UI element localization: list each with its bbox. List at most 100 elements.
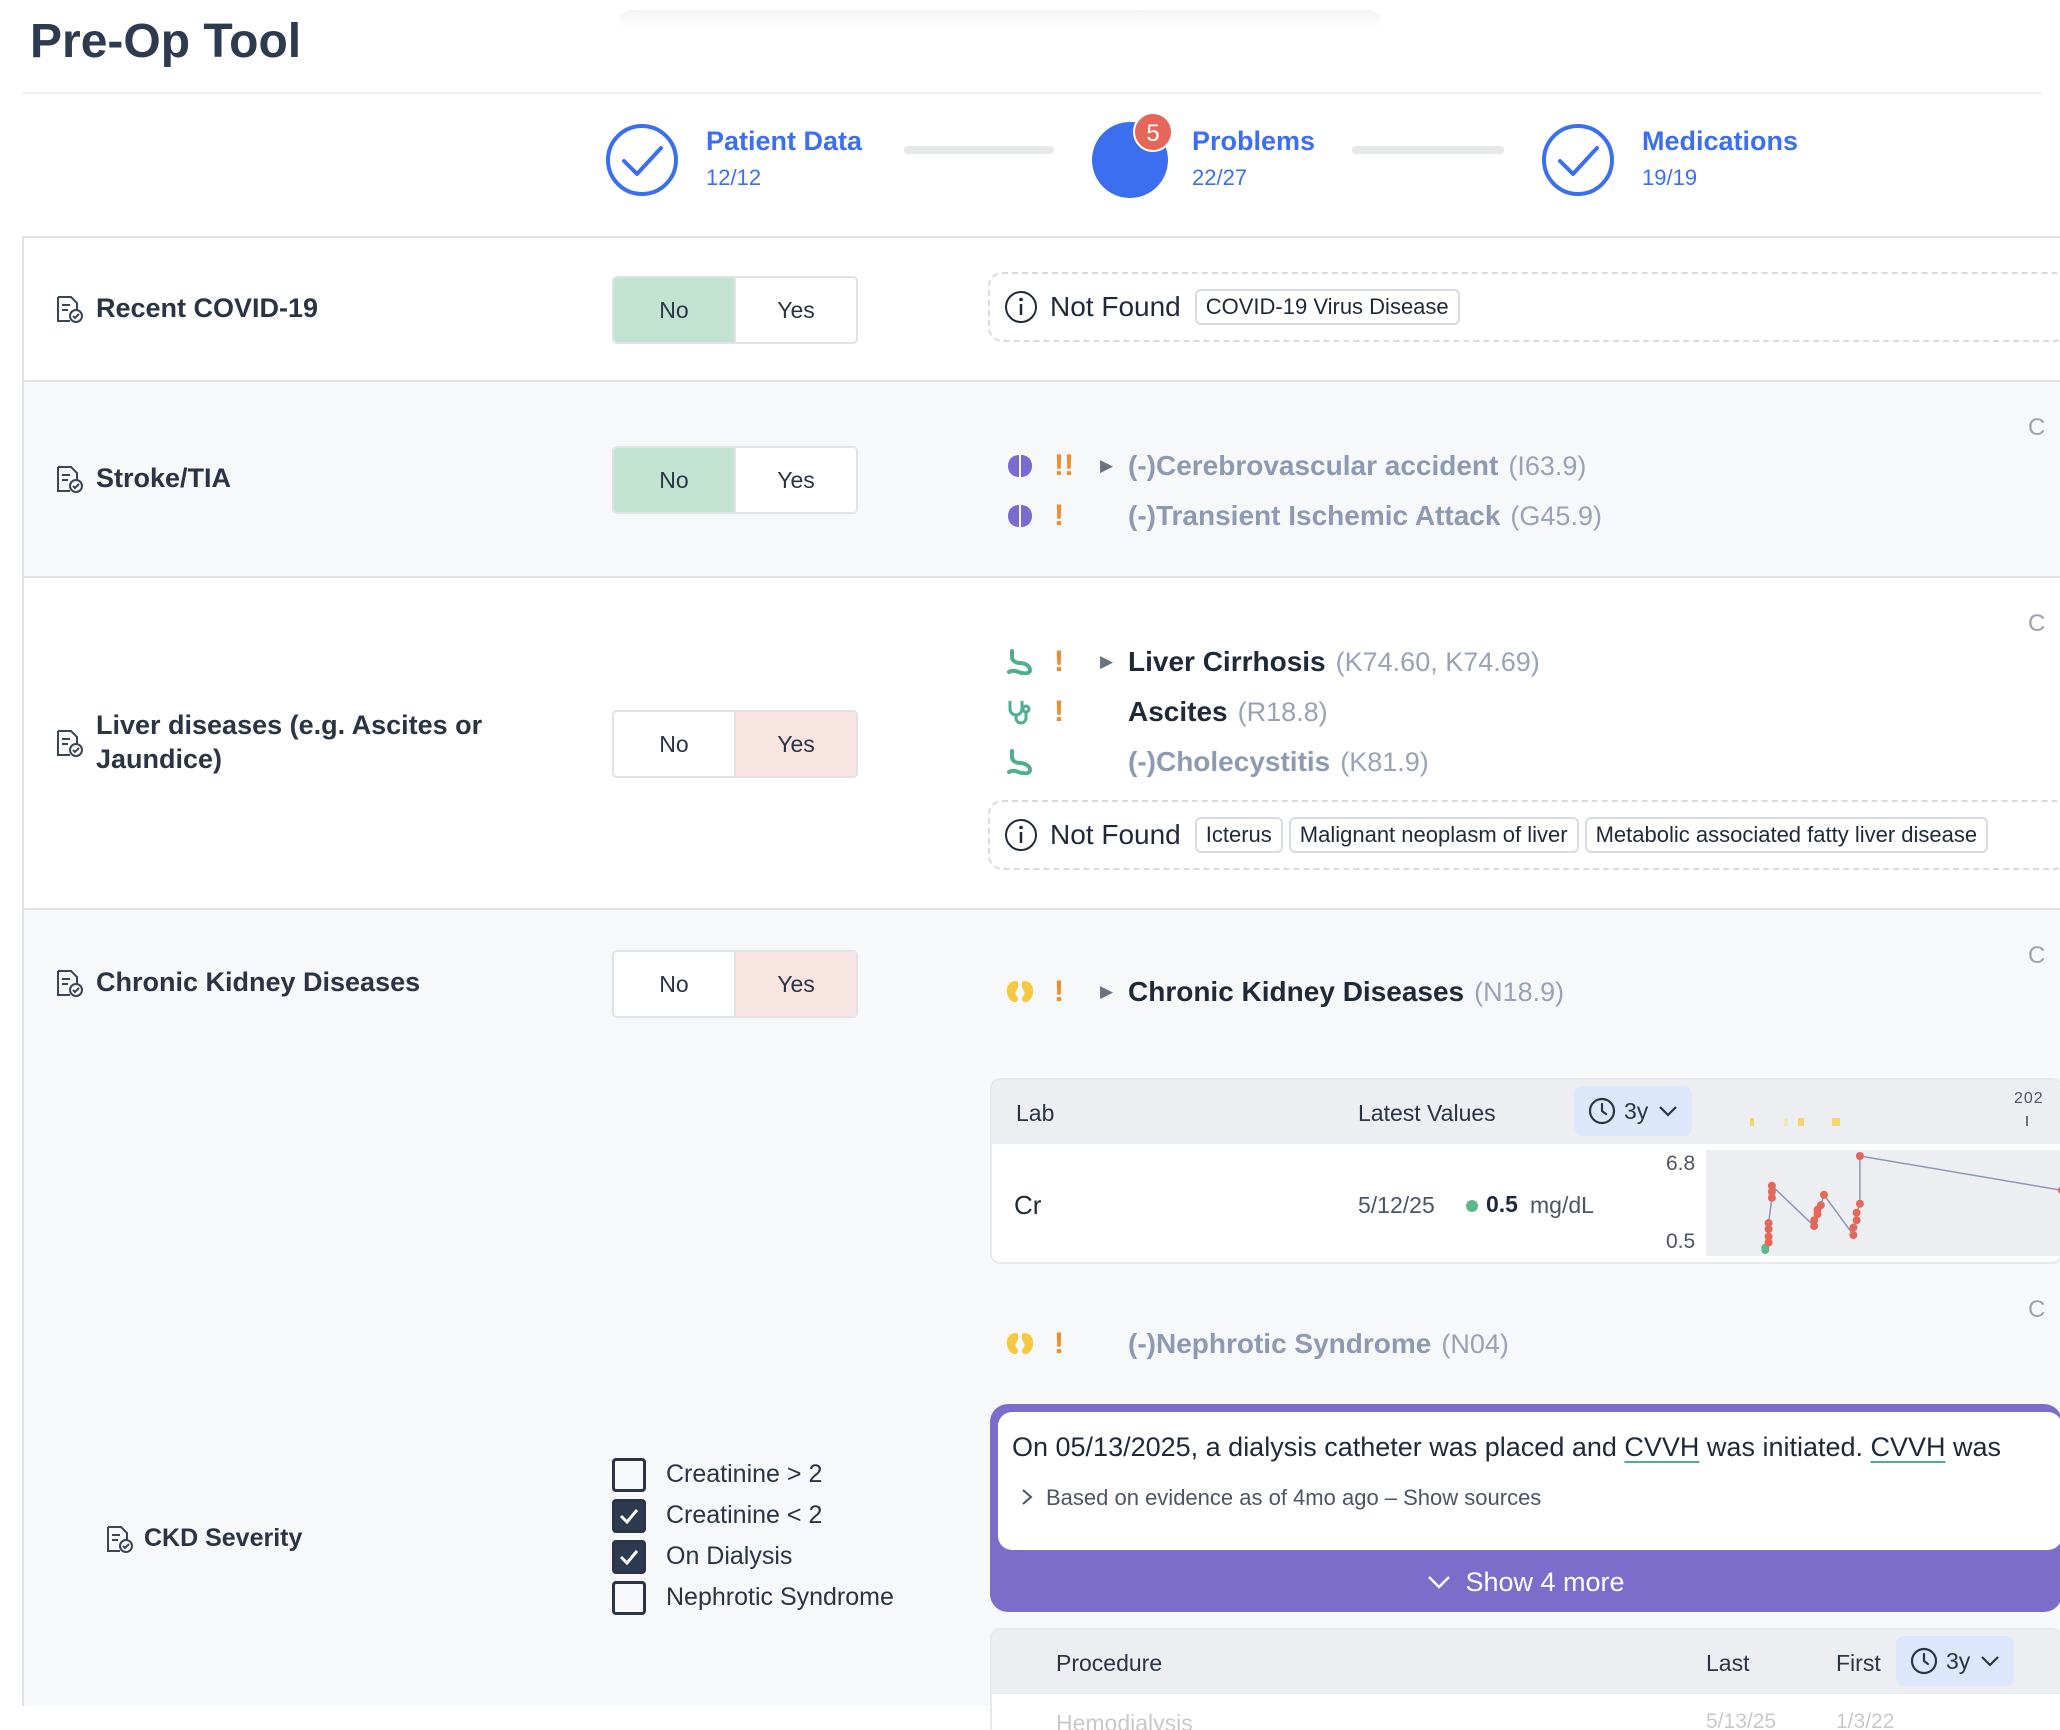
first-column-header: First xyxy=(1836,1650,1881,1676)
data-point[interactable] xyxy=(1767,1187,1776,1196)
show-sources-link[interactable]: Based on evidence as of 4mo ago – Show s… xyxy=(1012,1485,2048,1511)
brain-icon xyxy=(1008,455,1032,477)
checkbox-checked[interactable] xyxy=(612,1539,646,1574)
problem-row[interactable]: ! ▶ Liver Cirrhosis (K74.60, K74.69) xyxy=(1000,642,1540,682)
data-point[interactable] xyxy=(1855,1199,1864,1208)
data-point[interactable] xyxy=(1810,1216,1819,1225)
note-text: On 05/13/2025, a dialysis catheter was p… xyxy=(1012,1432,2002,1462)
section-liver xyxy=(22,576,2060,910)
checkbox-label: Creatinine > 2 xyxy=(666,1460,823,1488)
lab-unit: mg/dL xyxy=(1530,1192,1594,1218)
checkbox-row[interactable]: Nephrotic Syndrome xyxy=(612,1577,894,1618)
question-label-liver: Liver diseases (e.g. Ascites or Jaundice… xyxy=(96,710,483,774)
stethoscope-icon xyxy=(1008,701,1031,725)
time-range-select[interactable]: 3y xyxy=(1896,1636,2015,1686)
timeline-overview xyxy=(1750,1116,2028,1126)
expand-caret-icon[interactable]: ▶ xyxy=(1100,456,1114,475)
check-circle-icon xyxy=(1542,124,1614,196)
question-label-ckd-severity: CKD Severity xyxy=(144,1524,303,1552)
procedure-name: Hemodialysis xyxy=(1056,1710,1193,1730)
problem-row[interactable]: ! (-)Nephrotic Syndrome (N04) xyxy=(1000,1324,1509,1364)
latest-values-header: Latest Values xyxy=(1358,1100,1496,1126)
question-label-ckd: Chronic Kidney Diseases xyxy=(96,967,421,997)
clock-icon-partial[interactable]: C xyxy=(2028,414,2046,441)
procedure-row[interactable]: Hemodialysis 5/13/25 1/3/22 xyxy=(992,1694,2060,1730)
step-patient-data-text[interactable]: Patient Data 12/12 xyxy=(706,126,862,191)
not-found-pill[interactable]: Metabolic associated fatty liver disease xyxy=(1584,817,1989,853)
lab-row[interactable]: Cr 5/12/25 0.5 mg/dL 6.8 0.5 xyxy=(992,1144,2060,1262)
document-edit-icon xyxy=(57,730,83,757)
chevron-right-icon xyxy=(1022,1489,1033,1505)
problem-row[interactable]: ! Ascites (R18.8) xyxy=(1000,692,1540,732)
step-patient-data[interactable] xyxy=(604,122,680,203)
checkbox[interactable] xyxy=(612,1580,646,1615)
time-range-select[interactable]: 3y xyxy=(1574,1086,1693,1136)
yes-button[interactable]: Yes xyxy=(734,278,856,342)
data-point[interactable] xyxy=(1816,1201,1825,1210)
not-found-pill[interactable]: Icterus xyxy=(1194,817,1283,853)
problem-row[interactable]: (-)Cholecystitis (K81.9) xyxy=(1000,742,1540,782)
expand-caret-icon[interactable]: ▶ xyxy=(1100,652,1114,671)
data-point[interactable] xyxy=(1764,1232,1773,1241)
expand-caret-icon[interactable]: ▶ xyxy=(1100,982,1114,1001)
no-button[interactable]: No xyxy=(659,730,689,757)
clock-icon-partial[interactable]: C xyxy=(2028,942,2046,969)
procedure-first: 1/3/22 xyxy=(1836,1710,1895,1730)
data-point[interactable] xyxy=(1767,1181,1776,1190)
kidney-icon xyxy=(1006,1333,1034,1355)
clock-icon xyxy=(1588,1097,1616,1125)
not-found-label: Not Found xyxy=(1050,291,1181,322)
timeline-year-label: 202 xyxy=(2014,1090,2044,1107)
checkbox-checked[interactable] xyxy=(612,1498,646,1533)
data-point[interactable] xyxy=(1855,1152,1864,1160)
clock-icon-partial[interactable]: C xyxy=(2028,610,2046,637)
no-button[interactable]: No xyxy=(614,448,734,512)
data-point[interactable] xyxy=(1852,1216,1861,1225)
yes-button[interactable]: Yes xyxy=(734,952,856,1016)
clock-icon-partial[interactable]: C xyxy=(2028,1296,2046,1323)
severity-flag: ! xyxy=(1054,695,1064,728)
kidney-icon xyxy=(1006,981,1034,1003)
data-point[interactable] xyxy=(1764,1238,1773,1247)
not-found-pill[interactable]: Malignant neoplasm of liver xyxy=(1288,817,1579,853)
chevron-down-icon xyxy=(1981,1656,2000,1667)
problem-name: (-)Transient Ischemic Attack xyxy=(1128,500,1501,531)
document-edit-icon xyxy=(107,1526,133,1553)
data-point[interactable] xyxy=(1820,1190,1828,1199)
yes-button[interactable]: Yes xyxy=(734,448,856,512)
checkbox-row[interactable]: On Dialysis xyxy=(612,1536,894,1577)
data-point[interactable] xyxy=(1849,1231,1858,1240)
problem-row[interactable]: ! ▶ Chronic Kidney Diseases (N18.9) xyxy=(1000,972,1564,1012)
y-max-label: 6.8 xyxy=(1666,1152,1696,1175)
info-icon xyxy=(1005,291,1037,323)
not-found-pill[interactable]: COVID-19 Virus Disease xyxy=(1194,289,1460,325)
yes-button[interactable]: Yes xyxy=(734,712,856,776)
problem-row[interactable]: ! (-)Transient Ischemic Attack (G45.9) xyxy=(1000,496,1602,536)
clock-icon xyxy=(1910,1647,1938,1675)
data-point[interactable] xyxy=(1810,1222,1819,1231)
procedure-panel: Procedure Last First 3y Hemodialysis 5/1… xyxy=(990,1628,2060,1730)
checkbox-row[interactable]: Creatinine < 2 xyxy=(612,1495,894,1536)
data-point[interactable] xyxy=(1849,1223,1858,1232)
step-medications[interactable] xyxy=(1540,122,1616,203)
checkbox[interactable] xyxy=(612,1457,646,1492)
show-more-button[interactable]: Show 4 more xyxy=(990,1567,2060,1598)
data-point[interactable] xyxy=(1764,1225,1773,1234)
term-link[interactable]: CVVH xyxy=(1624,1432,1700,1462)
checkbox-row[interactable]: Creatinine > 2 xyxy=(612,1454,894,1495)
no-button[interactable]: No xyxy=(659,970,689,997)
term-link[interactable]: CVVH xyxy=(1870,1432,1946,1462)
problem-row[interactable]: !! ▶ (-)Cerebrovascular accident (I63.9) xyxy=(1000,446,1602,486)
data-point[interactable] xyxy=(1852,1208,1861,1217)
problem-code: (G45.9) xyxy=(1510,500,1602,531)
severity-flag: ! xyxy=(1054,645,1064,678)
data-point[interactable] xyxy=(1764,1219,1773,1228)
no-button[interactable]: No xyxy=(614,278,734,342)
step-medications-text[interactable]: Medications 19/19 xyxy=(1642,126,1798,191)
severity-flag: !! xyxy=(1054,449,1074,482)
step-connector xyxy=(1352,146,1504,154)
lab-header: Lab Latest Values 3y 202 xyxy=(992,1080,2060,1144)
step-connector xyxy=(904,146,1054,154)
step-problems-text[interactable]: Problems 22/27 xyxy=(1192,126,1315,191)
data-point[interactable] xyxy=(1767,1193,1776,1202)
